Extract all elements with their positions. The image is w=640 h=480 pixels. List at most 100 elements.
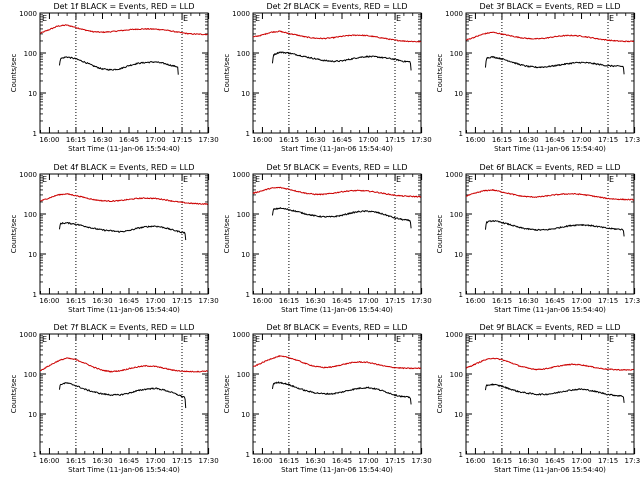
lld-series-line	[465, 189, 634, 201]
x-tick-label: 16:30	[92, 136, 112, 144]
y-tick-label: 100	[237, 211, 250, 219]
x-tick-label: 16:45	[545, 297, 565, 305]
x-tick-label: 16:45	[545, 136, 565, 144]
events-series-line	[484, 220, 625, 237]
panel-det-6: Det 6f BLACK = Events, RED = LLD 1 10 100 10…	[436, 163, 640, 314]
x-tick-label: 16:45	[119, 136, 139, 144]
x-axis-label: Start Time (11-Jan-06 15:54:40)	[68, 145, 180, 153]
x-tick-label: 17:15	[172, 297, 192, 305]
plot-frame	[465, 333, 635, 455]
marker-label: E	[42, 335, 47, 344]
y-tick-label: 1	[459, 130, 463, 138]
y-tick-label: 1000	[445, 331, 463, 339]
plot-frame	[465, 12, 635, 134]
plot-frame	[39, 173, 209, 295]
x-tick-label: 16:30	[518, 457, 538, 465]
x-tick-label: 16:00	[39, 297, 59, 305]
panel-det-4: Det 4f BLACK = Events, RED = LLD 1 10 100 10…	[10, 163, 219, 314]
marker-label: E	[609, 335, 614, 344]
x-tick-label: 17:00	[145, 457, 165, 465]
events-series-line	[58, 56, 179, 75]
y-tick-label: 10	[454, 251, 463, 259]
x-axis-label: Start Time (11-Jan-06 15:54:40)	[494, 306, 606, 314]
y-tick-label: 100	[237, 50, 250, 58]
x-tick-label: 17:15	[598, 457, 618, 465]
x-tick-label: 17:00	[571, 136, 591, 144]
plot-frame	[252, 333, 422, 455]
x-tick-label: 17:15	[385, 136, 405, 144]
panel-title: Det 9f BLACK = Events, RED = LLD	[479, 323, 620, 332]
x-tick-label: 16:15	[66, 136, 86, 144]
x-axis-label: Start Time (11-Jan-06 15:54:40)	[281, 466, 393, 474]
x-tick-label: 16:15	[279, 297, 299, 305]
y-tick-label: 100	[24, 211, 37, 219]
x-tick-label: 16:30	[518, 297, 538, 305]
y-tick-label: 1	[33, 291, 37, 299]
x-tick-label: 16:45	[332, 136, 352, 144]
events-series-line	[271, 207, 412, 229]
lld-series-line	[39, 357, 208, 373]
panel-det-9: Det 9f BLACK = Events, RED = LLD 1 10 100 10…	[436, 323, 640, 474]
y-tick-label: 10	[28, 411, 37, 419]
marker-label: E	[42, 14, 47, 23]
x-tick-label: 17:15	[598, 136, 618, 144]
x-tick-label: 16:00	[252, 457, 272, 465]
panel-title: Det 1f BLACK = Events, RED = LLD	[53, 2, 194, 11]
y-tick-label: 100	[450, 50, 463, 58]
lld-series-line	[252, 186, 422, 198]
panel-det-1: Det 1f BLACK = Events, RED = LLD 1 10 100 10…	[10, 2, 219, 153]
y-tick-label: 1	[246, 130, 250, 138]
panel-det-8: Det 8f BLACK = Events, RED = LLD 1 10 100 10…	[223, 323, 432, 474]
x-axis-label: Start Time (11-Jan-06 15:54:40)	[494, 145, 606, 153]
y-tick-label: 100	[450, 371, 463, 379]
x-tick-label: 16:15	[492, 297, 512, 305]
x-tick-label: 16:00	[465, 457, 485, 465]
marker-label: E	[396, 175, 401, 184]
y-tick-label: 1000	[19, 331, 37, 339]
x-tick-label: 17:00	[358, 136, 378, 144]
lld-series-line	[252, 355, 421, 370]
y-tick-label: 10	[454, 411, 463, 419]
x-tick-label: 16:45	[545, 457, 565, 465]
x-axis-label: Start Time (11-Jan-06 15:54:40)	[494, 466, 606, 474]
panel-title: Det 7f BLACK = Events, RED = LLD	[53, 323, 194, 332]
x-axis-label: Start Time (11-Jan-06 15:54:40)	[281, 145, 393, 153]
x-tick-label: 17:15	[385, 457, 405, 465]
plot-frame	[39, 333, 209, 455]
marker-label: E	[396, 14, 401, 23]
x-tick-label: 17:15	[172, 457, 192, 465]
y-tick-label: 1000	[445, 171, 463, 179]
panel-title: Det 3f BLACK = Events, RED = LLD	[479, 2, 620, 11]
x-tick-label: 16:00	[465, 136, 485, 144]
x-tick-label: 16:00	[252, 136, 272, 144]
x-tick-label: 16:30	[305, 297, 325, 305]
y-tick-label: 1	[459, 291, 463, 299]
plot-frame	[39, 12, 209, 134]
y-axis-label: Counts/sec	[223, 215, 231, 254]
y-axis-label: Counts/sec	[10, 215, 18, 254]
y-tick-label: 100	[450, 211, 463, 219]
y-tick-label: 1000	[19, 10, 37, 18]
y-tick-label: 1000	[232, 171, 250, 179]
events-series-line	[58, 382, 187, 409]
y-tick-label: 1000	[232, 10, 250, 18]
y-tick-label: 1	[246, 291, 250, 299]
x-axis-label: Start Time (11-Jan-06 15:54:40)	[281, 306, 393, 314]
panel-title: Det 5f BLACK = Events, RED = LLD	[266, 163, 407, 172]
x-tick-label: 16:30	[92, 297, 112, 305]
y-axis-label: Counts/sec	[223, 54, 231, 93]
x-tick-label: 16:45	[119, 457, 139, 465]
plot-frame	[252, 12, 422, 134]
x-tick-label: 17:00	[145, 297, 165, 305]
y-tick-label: 10	[454, 90, 463, 98]
x-tick-label: 17:00	[358, 457, 378, 465]
lld-series-line	[466, 357, 634, 371]
events-series-line	[484, 383, 625, 403]
events-series-line	[58, 221, 187, 241]
y-tick-label: 10	[28, 90, 37, 98]
y-tick-label: 100	[237, 371, 250, 379]
marker-label: E	[396, 335, 401, 344]
x-tick-label: 16:15	[492, 136, 512, 144]
x-tick-label: 16:15	[66, 297, 86, 305]
